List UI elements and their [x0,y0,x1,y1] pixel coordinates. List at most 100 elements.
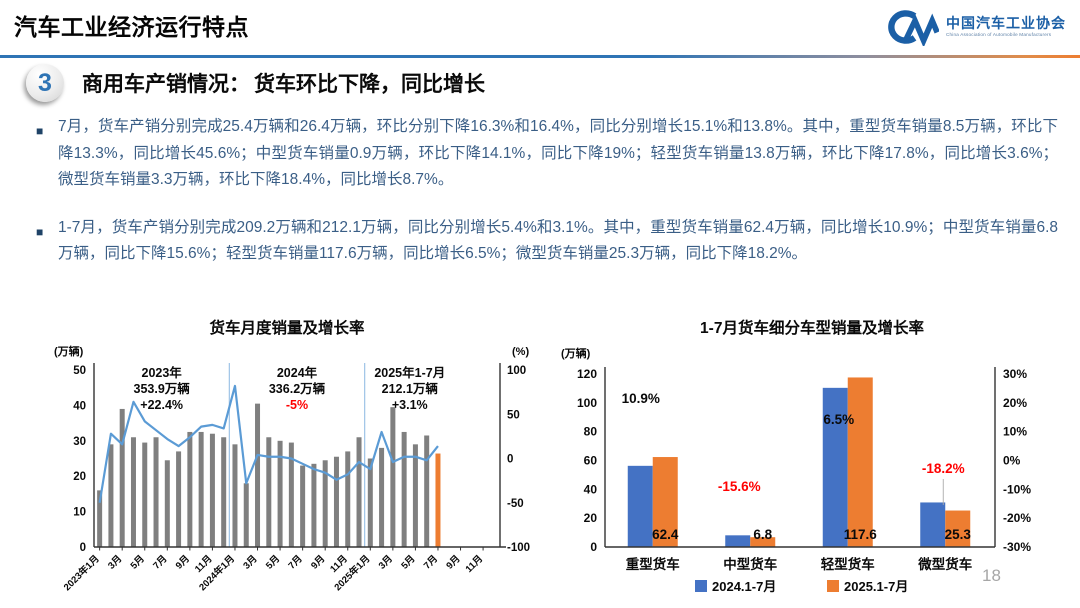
section-heading-sub: 货车环比下降，同比增长 [254,73,485,96]
legend-label: 2024.1-7月 [712,579,776,594]
x-axis-tick-label: 7月 [287,553,305,571]
right-axis-tick: 30% [1003,367,1027,381]
month-bar [119,408,125,547]
left-axis-tick: 120 [577,367,597,381]
month-bar [142,442,148,547]
page-number: 18 [982,566,1001,585]
bar-value-label: 62.4 [652,527,679,542]
month-bar [333,456,339,547]
month-bar [187,431,193,547]
right-axis-unit: (%) [512,346,529,358]
growth-rate-label: 10.9% [622,391,660,406]
left-axis-unit: (万辆) [561,346,591,360]
page-title: 汽车工业经济运行特点 [14,14,249,40]
segment-bar-groups: 62.4 重型货车 6.8 中型货车 117.6 轻型货车 25.3 微型货车 [626,377,972,572]
month-bar [356,437,362,547]
bullet-square-icon: ■ [36,124,44,138]
right-axis-tick: 0% [1003,454,1021,468]
caam-logo-icon [888,10,939,46]
year-annotation: 353.9万辆 [134,381,191,396]
left-axis-tick: 0 [590,540,597,554]
bullet-item-july: ■ 7月，货车产销分别完成25.4万辆和26.4万辆，环比分别下降16.3%和1… [36,114,1058,194]
right-axis-tick: -20% [1003,511,1031,525]
bar-2024 [822,387,848,547]
left-axis-tick: 50 [73,365,86,377]
x-axis-tick-label: 7月 [151,553,169,571]
month-bar [97,490,103,547]
caam-logo-en: China Association of Automobile Manufact… [946,32,1052,37]
month-bar [221,437,227,547]
x-axis-tick-label: 5月 [264,553,282,571]
left-axis-tick: 100 [577,396,597,410]
x-axis-tick-label: 3月 [241,553,259,571]
legend-label: 2025.1-7月 [844,579,908,594]
left-axis-tick: 40 [73,400,86,412]
category-label: 中型货车 [723,556,777,572]
x-axis-tick-label: 9月 [174,553,192,571]
right-axis-tick: 0 [507,454,513,466]
month-bar [424,435,430,547]
month-bar [311,463,317,547]
category-label: 微型货车 [917,556,972,572]
month-bar [153,437,159,547]
month-bar [390,407,396,547]
bar-2025 [945,510,971,547]
month-bar [401,431,407,547]
section-heading-main: 商用车产销情况： [82,73,250,96]
left-axis-unit: (万辆) [54,344,84,358]
month-bar [209,433,215,547]
month-bar [176,451,182,547]
right-axis-tick: -100 [507,542,530,554]
growth-rate-label: 6.5% [823,412,854,427]
month-bar [164,460,170,547]
bar-2024 [627,465,653,547]
month-bar [412,444,418,547]
bullet-square-icon: ■ [36,224,44,239]
left-axis-tick: 0 [80,542,86,554]
month-bar [243,483,249,547]
legend-swatch [827,580,839,592]
year-annotation: 212.1万辆 [382,381,439,396]
left-axis-tick: 10 [73,507,86,519]
bullet-text-jan-july: 1-7月，货车产销分别完成209.2万辆和212.1万辆，同比分别增长5.4%和… [58,218,1058,263]
x-axis-tick-label: 11月 [464,553,486,575]
month-bar [288,442,294,547]
x-axis-tick-label: 3月 [377,553,395,571]
category-label: 重型货车 [626,556,680,572]
left-axis-tick: 20 [73,471,86,483]
legend-swatch [695,580,707,592]
month-bar [277,440,283,547]
category-label: 轻型货车 [821,556,875,572]
year-annotation: +22.4% [140,398,183,412]
x-axis-tick-label: 5月 [129,553,147,571]
year-annotation: +3.1% [392,398,428,412]
growth-rate-line [98,384,439,503]
caam-logo-cn: 中国汽车工业协会 [946,15,1066,31]
chart-title: 货车月度销量及增长率 [209,318,365,337]
section-heading: 商用车产销情况： 货车环比下降，同比增长 [82,68,485,98]
month-bar [255,403,261,547]
chart-monthly-truck-sales: 货车月度销量及增长率 (万辆) (%) 2023年 353.9万辆 +22.4% 2024年… [50,315,560,605]
section-header: 3 商用车产销情况： 货车环比下降，同比增长 [26,64,485,102]
year-annotation: 2024年 [277,365,318,380]
left-axis-tick: 20 [584,511,598,525]
left-axis-tick: 40 [584,482,598,496]
monthly-sales-bars [97,403,441,547]
year-annotation: 2023年 [142,365,183,380]
x-axis-tick-label: 5月 [399,553,417,571]
bullet-text-july: 7月，货车产销分别完成25.4万辆和26.4万辆，环比分别下降16.3%和16.… [58,118,1058,188]
growth-rate-label: -18.2% [922,461,965,476]
right-axis-tick: 20% [1003,396,1027,410]
month-bar [130,437,136,547]
chart-truck-segment-sales: 1-7月货车细分车型销量及增长率 (万辆) 62.4 重型货车 6.8 中型货车 117.6… [555,315,1070,605]
left-axis-tick: 30 [73,436,86,448]
x-axis-tick-label: 7月 [422,553,440,571]
month-bar [198,431,204,547]
bar-value-label: 25.3 [945,527,972,542]
right-axis-tick: 10% [1003,425,1027,439]
right-axis-tick: 50 [507,409,520,421]
bar-2024 [920,502,946,547]
month-bar [322,460,328,547]
